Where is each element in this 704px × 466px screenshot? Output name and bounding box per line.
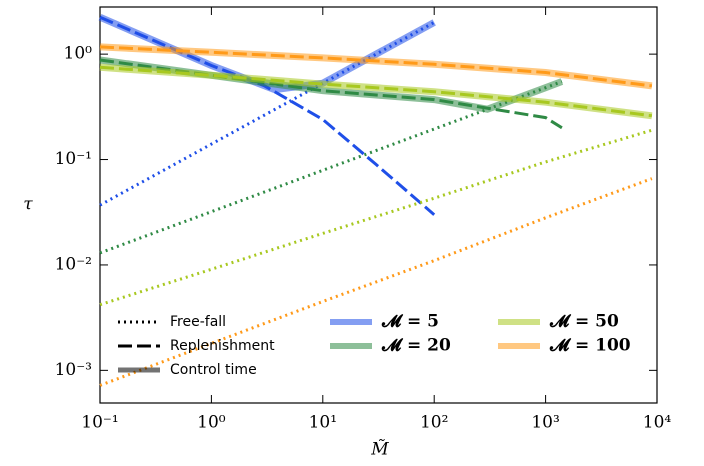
- x-tick-label: 10³: [531, 413, 559, 433]
- y-tick-label: 10⁰: [64, 44, 93, 64]
- y-tick-label: 10⁻¹: [55, 149, 92, 169]
- y-tick-label: 10⁻³: [55, 360, 92, 380]
- line: [99, 128, 653, 307]
- y-axis-label: τ: [23, 195, 33, 215]
- legend-label: 𝓜 = 5: [381, 312, 439, 332]
- legend-label: 𝓜 = 20: [381, 336, 451, 356]
- line: [99, 43, 653, 90]
- x-tick-label: 10⁰: [197, 413, 226, 433]
- x-tick-label: 10⁴: [643, 413, 672, 433]
- legend-label: Replenishment: [170, 338, 275, 354]
- line: [99, 63, 653, 120]
- legend-label: 𝓜 = 50: [549, 312, 619, 332]
- legend-label: Control time: [170, 362, 257, 378]
- x-tick-label: 10²: [420, 413, 448, 433]
- x-tick-label: 10⁻¹: [81, 413, 118, 433]
- y-tick-label: 10⁻²: [55, 254, 92, 274]
- x-axis-label: M̃: [370, 439, 389, 459]
- legend-label: 𝓜 = 100: [549, 336, 631, 356]
- x-tick-label: 10¹: [309, 413, 337, 433]
- legend-label: Free-fall: [170, 314, 226, 330]
